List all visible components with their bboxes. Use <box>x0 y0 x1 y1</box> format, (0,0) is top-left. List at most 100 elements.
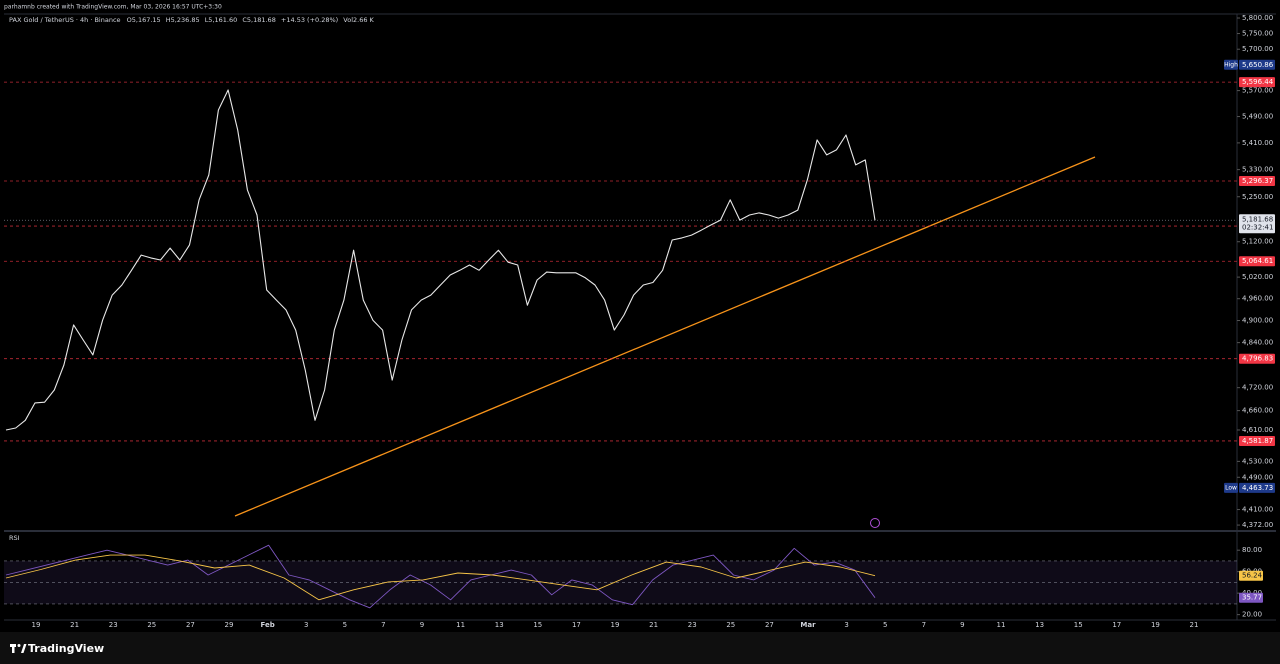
logo-part <box>17 644 21 647</box>
x-tick-label: 23 <box>688 621 697 629</box>
y-tick-label: 4,530.00 <box>1242 457 1273 465</box>
countdown: 02:32:41 <box>1242 223 1273 231</box>
y-tick-label: 5,250.00 <box>1242 193 1273 201</box>
price-line <box>5 89 876 431</box>
y-tick-label: 4,720.00 <box>1242 384 1273 392</box>
rsi-value-tag <box>1239 592 1263 603</box>
x-tick-label: 9 <box>420 621 424 629</box>
x-tick-label: 5 <box>343 621 347 629</box>
x-tick-label: 19 <box>32 621 41 629</box>
x-tick-label: Feb <box>260 621 274 629</box>
legend: PAX Gold / TetherUS · 4h · Binance O5,16… <box>9 16 375 24</box>
x-tick-label: 15 <box>1074 621 1083 629</box>
x-tick-label: 21 <box>70 621 79 629</box>
price-level-tag <box>1239 353 1275 364</box>
y-tick-label: 4,660.00 <box>1242 407 1273 415</box>
y-tick-label: 20.00 <box>1242 611 1262 619</box>
price-level-label: 4,581.87 <box>1242 437 1273 445</box>
legend-value: C5,181.68 <box>242 16 275 24</box>
footer-bar <box>0 632 1280 664</box>
y-tick-label: 4,410.00 <box>1242 506 1273 514</box>
y-tick-label: 5,750.00 <box>1242 30 1273 38</box>
rsi-value-tag <box>1239 570 1263 581</box>
high-name: High <box>1224 61 1238 68</box>
x-tick-label: Mar <box>800 621 816 629</box>
x-tick-label: 11 <box>997 621 1006 629</box>
x-tick-label: 11 <box>456 621 465 629</box>
y-tick-label: 4,840.00 <box>1242 339 1273 347</box>
y-tick-label: 4,372.00 <box>1242 521 1273 529</box>
price-level-tag <box>1239 77 1275 88</box>
low-tag <box>1239 482 1275 493</box>
x-tick-label: 7 <box>922 621 926 629</box>
x-tick-label: 7 <box>381 621 385 629</box>
x-tick-label: 17 <box>1112 621 1121 629</box>
low-name-tag <box>1224 482 1238 493</box>
rsi-value-label: 56.24 <box>1242 572 1263 580</box>
low-label: 4,463.73 <box>1242 484 1273 492</box>
price-level-label: 5,596.44 <box>1242 78 1274 86</box>
x-tick-label: 13 <box>495 621 504 629</box>
low-name: Low <box>1225 484 1237 491</box>
logo-part <box>21 644 27 653</box>
high-label: 5,650.86 <box>1242 61 1274 69</box>
x-tick-label: 23 <box>109 621 118 629</box>
y-tick-label: 5,800.00 <box>1242 14 1273 22</box>
y-tick-label: 4,960.00 <box>1242 295 1273 303</box>
y-tick-label: 5,700.00 <box>1242 45 1273 53</box>
high-name-tag <box>1224 59 1238 70</box>
brand: TradingView <box>28 642 104 655</box>
y-tick-label: 80.00 <box>1242 546 1262 554</box>
event-icon <box>870 518 880 528</box>
legend-value: O5,167.15 <box>127 16 161 24</box>
y-tick-label: 5,120.00 <box>1242 238 1273 246</box>
legend-value: H5,236.85 <box>166 16 200 24</box>
x-tick-label: 9 <box>960 621 964 629</box>
x-tick-label: 3 <box>304 621 308 629</box>
x-tick-label: 21 <box>649 621 658 629</box>
y-tick-label: 5,020.00 <box>1242 273 1273 281</box>
price-level-label: 4,796.83 <box>1242 355 1273 363</box>
legend-value: +14.53 (+0.28%) <box>281 16 338 24</box>
rsi-value-label: 35.77 <box>1242 594 1262 602</box>
x-tick-label: 3 <box>844 621 848 629</box>
y-tick-label: 5,410.00 <box>1242 139 1273 147</box>
rsi-line <box>5 554 876 601</box>
trend-line <box>234 156 1096 517</box>
x-tick-label: 21 <box>1190 621 1199 629</box>
x-tick-label: 17 <box>572 621 581 629</box>
x-tick-label: 13 <box>1035 621 1044 629</box>
x-tick-label: 5 <box>883 621 887 629</box>
x-tick-label: 29 <box>225 621 234 629</box>
x-tick-label: 25 <box>147 621 156 629</box>
price-level-label: 5,296.37 <box>1242 177 1273 185</box>
rsi-title: RSI <box>9 534 20 542</box>
y-tick-label: 4,490.00 <box>1242 473 1273 481</box>
y-tick-label: 5,330.00 <box>1242 166 1273 174</box>
logo-part <box>12 644 15 653</box>
price-level-tag <box>1239 435 1275 446</box>
x-tick-label: 19 <box>1151 621 1160 629</box>
x-tick-label: 27 <box>765 621 774 629</box>
attribution: parhamnb created with TradingView.com, M… <box>4 4 222 11</box>
rsi-band <box>4 560 1237 604</box>
price-level-tag <box>1239 256 1275 267</box>
x-tick-label: 19 <box>611 621 620 629</box>
brand-logo <box>10 644 27 653</box>
last-price-label: 5,181.68 <box>1242 215 1273 223</box>
price-level-tag <box>1239 175 1275 186</box>
legend-value: L5,161.60 <box>205 16 238 24</box>
y-tick-label: 5,490.00 <box>1242 113 1273 121</box>
y-tick-label: 5,570.00 <box>1242 87 1273 95</box>
symbol: PAX Gold / TetherUS · 4h · Binance <box>9 16 121 24</box>
y-tick-label: 4,900.00 <box>1242 317 1273 325</box>
x-tick-label: 15 <box>533 621 542 629</box>
legend-value: Vol2.66 K <box>343 16 374 24</box>
high-tag <box>1239 59 1275 70</box>
x-tick-label: 27 <box>186 621 195 629</box>
rsi-line <box>5 544 876 609</box>
price-level-label: 5,064.61 <box>1242 257 1273 265</box>
